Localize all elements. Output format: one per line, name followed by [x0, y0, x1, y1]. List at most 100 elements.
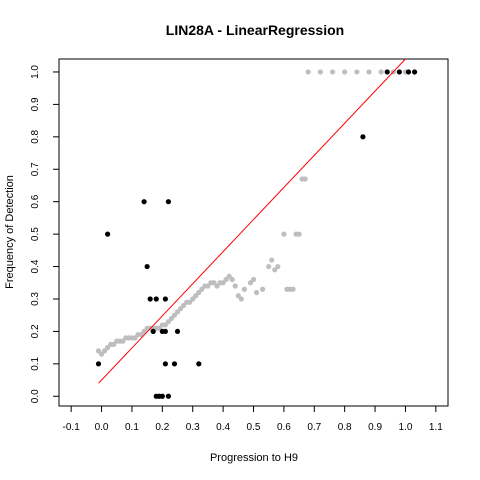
y-tick-label: 1.0	[30, 65, 41, 79]
data-point	[105, 231, 111, 237]
data-point	[205, 283, 211, 289]
x-tick-label: 1.0	[399, 422, 413, 433]
data-point	[384, 69, 390, 75]
data-point	[354, 69, 360, 75]
data-point	[411, 69, 418, 75]
data-point	[144, 263, 150, 270]
data-point	[165, 393, 172, 399]
data-point	[111, 341, 117, 347]
data-point	[171, 312, 178, 318]
data-point	[147, 296, 153, 302]
data-point	[120, 338, 126, 344]
data-point	[366, 69, 372, 75]
x-tick-label: 0.5	[247, 422, 261, 433]
data-point	[187, 299, 193, 305]
x-tick-label: 0.8	[338, 422, 352, 433]
x-tick-label: 0.6	[277, 422, 291, 433]
data-point	[405, 69, 412, 75]
data-point	[153, 296, 159, 302]
data-point	[193, 293, 199, 299]
y-tick-label: 0.9	[30, 97, 41, 111]
data-point	[214, 283, 220, 289]
data-point	[260, 286, 266, 292]
data-point	[199, 286, 205, 292]
data-point	[396, 69, 402, 75]
data-point	[141, 199, 147, 205]
data-point	[342, 69, 348, 75]
data-point	[290, 286, 296, 292]
data-point	[235, 293, 241, 299]
data-point	[281, 231, 287, 237]
data-point	[168, 315, 175, 322]
data-point	[253, 289, 260, 296]
data-point	[238, 296, 244, 302]
data-point	[105, 345, 111, 351]
data-point	[196, 361, 202, 367]
data-point	[138, 332, 144, 338]
data-point	[177, 306, 184, 312]
y-tick-label: 0.5	[30, 227, 41, 241]
data-point	[275, 263, 281, 270]
x-tick-label: 0.0	[95, 422, 109, 433]
data-point	[226, 273, 232, 279]
data-point	[329, 69, 336, 75]
data-point	[150, 328, 156, 335]
y-tick-label: 0.8	[30, 129, 41, 143]
axis-layer: -0.1 0.0 0.1 0.2 0.3 0.4 0.5 0.6 0.7 0.8 0.9 1.0 1.1…	[30, 65, 443, 433]
x-tick-label: 0.9	[368, 422, 382, 433]
data-point	[305, 69, 311, 75]
data-point	[269, 257, 275, 263]
x-tick-label: 0.7	[307, 422, 321, 433]
data-point	[247, 280, 254, 286]
data-point	[211, 280, 217, 286]
x-tick-label: -0.1	[63, 422, 81, 433]
data-point	[378, 69, 384, 75]
data-point	[162, 361, 168, 367]
y-axis-label: Frequency of Detection	[4, 175, 16, 289]
y-tick-label: 0.7	[30, 162, 41, 176]
x-tick-label: 0.2	[155, 422, 169, 433]
data-point	[162, 296, 168, 302]
data-point	[196, 289, 202, 296]
data-point	[132, 335, 138, 341]
data-point	[174, 328, 181, 335]
x-tick-label: 0.1	[125, 422, 139, 433]
data-point	[360, 134, 366, 140]
y-tick-label: 0.3	[30, 292, 41, 306]
data-point	[296, 231, 302, 237]
x-tick-label: 0.4	[216, 422, 230, 433]
data-point	[95, 348, 102, 354]
data-point	[229, 276, 235, 283]
x-axis-label: Progression to H9	[210, 452, 298, 464]
y-tick-label: 0.1	[30, 356, 41, 370]
data-point	[165, 319, 172, 325]
data-point	[165, 199, 172, 205]
y-tick-label: 0.6	[30, 194, 41, 208]
data-point	[232, 283, 238, 289]
data-point	[190, 296, 196, 302]
data-point	[266, 263, 272, 270]
data-point	[174, 309, 181, 315]
y-tick-label: 0.4	[30, 259, 41, 273]
data-point	[302, 176, 308, 182]
x-tick-label: 0.3	[186, 422, 200, 433]
y-tick-label: 0.2	[30, 324, 41, 338]
data-point	[223, 276, 229, 283]
data-point	[181, 302, 187, 309]
data-layer	[95, 58, 418, 399]
x-tick-label: 1.1	[429, 422, 443, 433]
plot-frame	[58, 58, 449, 407]
y-tick-label: 0.0	[30, 389, 41, 403]
data-point	[317, 69, 323, 75]
data-point	[241, 286, 247, 292]
data-point	[141, 328, 147, 335]
data-point	[159, 393, 165, 399]
chart-title: LIN28A - LinearRegression	[166, 22, 344, 38]
data-point	[95, 361, 102, 367]
data-point	[220, 280, 226, 286]
data-point	[156, 325, 162, 331]
data-point	[171, 361, 178, 367]
data-point	[272, 267, 278, 273]
data-point	[162, 328, 168, 335]
